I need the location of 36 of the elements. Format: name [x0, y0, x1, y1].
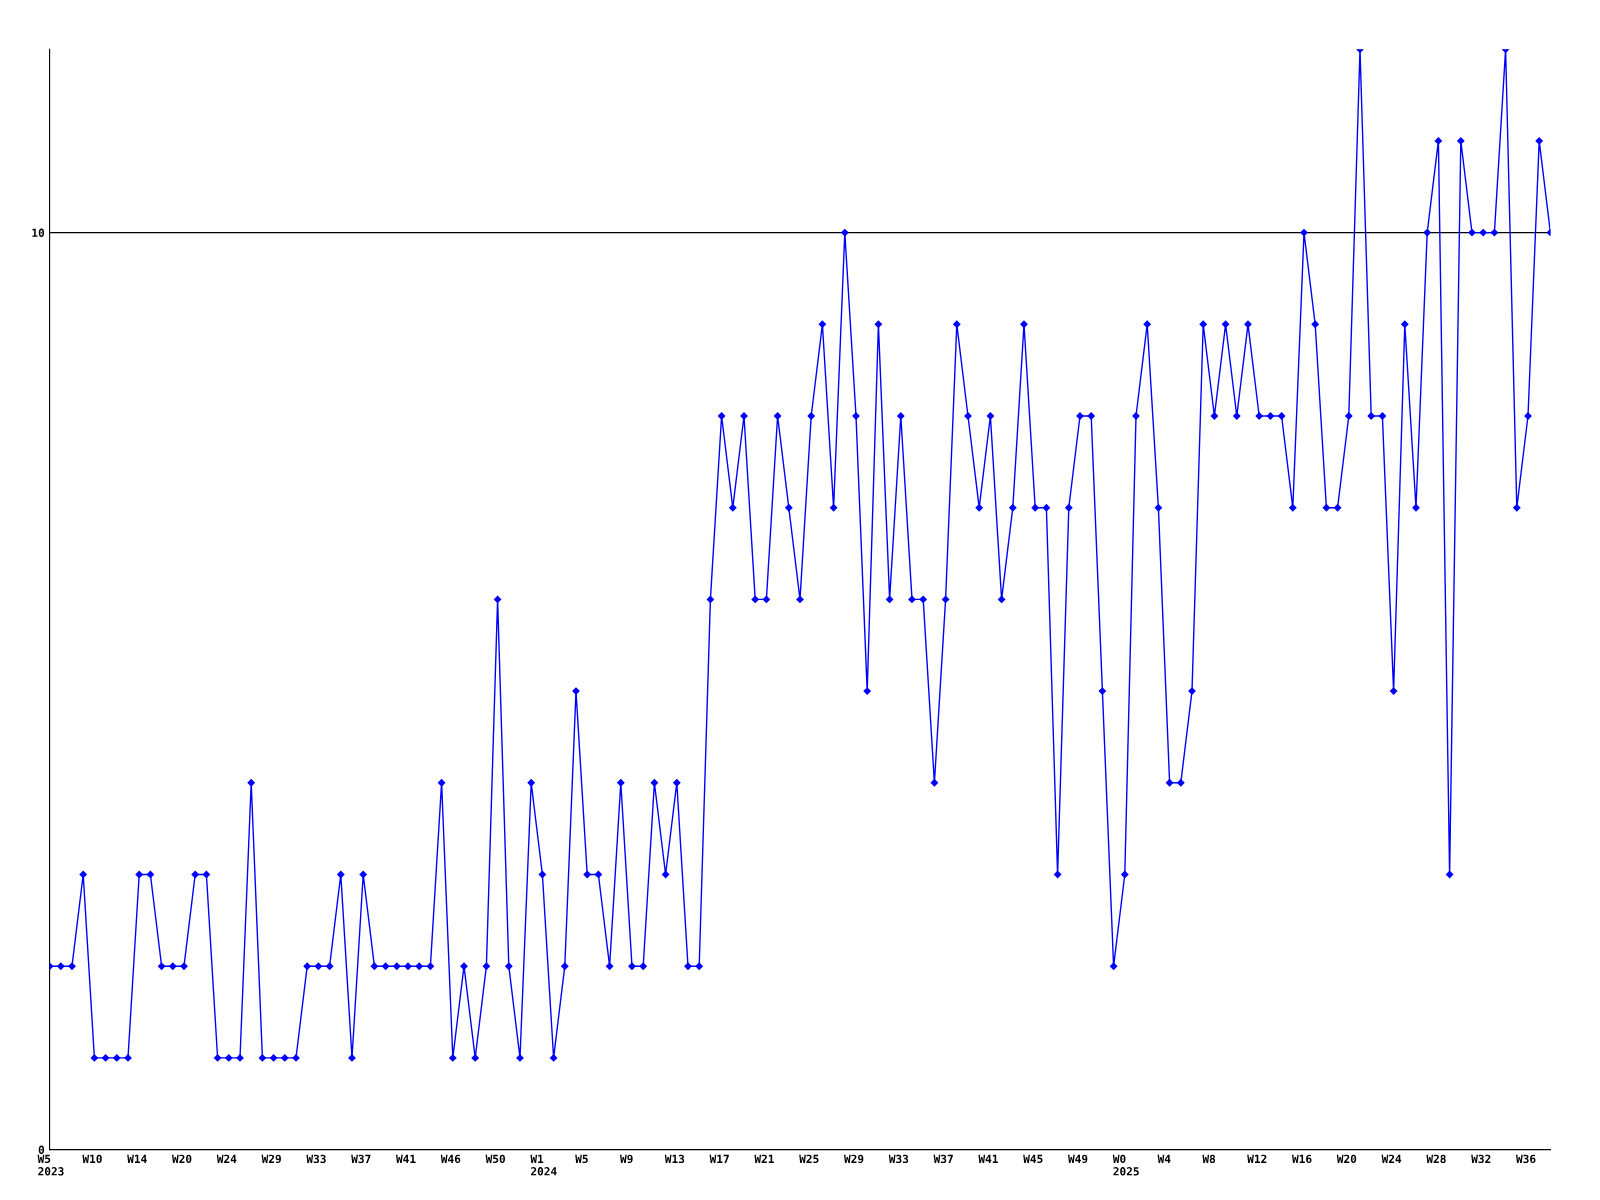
- x-tick-label: W24: [216, 1154, 237, 1163]
- x-tick-label: W33: [888, 1154, 909, 1164]
- x-tick-label: W33: [306, 1154, 326, 1164]
- x-tick-label: W29: [844, 1154, 864, 1164]
- x-tick-label: W36: [1516, 1154, 1536, 1164]
- x-tick-label: W9: [620, 1154, 633, 1164]
- x-tick-label: W28: [1426, 1154, 1446, 1164]
- x-tick-label: W5: [575, 1154, 588, 1164]
- x-tick-label: W50: [485, 1154, 505, 1164]
- x-tick-label: W20: [1336, 1154, 1357, 1164]
- x-tick-label: W16: [1292, 1154, 1312, 1164]
- x-tick-label: W37: [351, 1154, 371, 1164]
- x-tick-label: W1 2024: [530, 1154, 557, 1176]
- x-tick-label: W46: [440, 1154, 461, 1164]
- x-tick-label: W25: [799, 1154, 819, 1164]
- x-tick-label: W41: [978, 1154, 998, 1163]
- x-tick-label: W13: [664, 1154, 685, 1164]
- x-tick-label: W29: [261, 1154, 281, 1164]
- x-tick-label: W49: [1068, 1154, 1088, 1164]
- x-tick-label: W41: [396, 1154, 416, 1163]
- x-tick-label: W12: [1247, 1154, 1267, 1163]
- x-tick-label: W20: [172, 1154, 192, 1164]
- y-tick-label: 0: [38, 1145, 45, 1154]
- x-tick-label: W0 2025: [1112, 1154, 1139, 1176]
- x-tick-label: W4: [1157, 1154, 1171, 1163]
- x-tick-label: W45: [1023, 1154, 1043, 1164]
- x-tick-label: W24: [1381, 1154, 1402, 1163]
- x-tick-label: W32: [1471, 1154, 1491, 1164]
- x-tick-label: W37: [933, 1154, 953, 1164]
- x-tick-label: W5 2023: [37, 1154, 64, 1176]
- x-tick-label: W10: [82, 1154, 102, 1164]
- x-tick-label: W8: [1202, 1154, 1216, 1164]
- x-tick-label: W14: [127, 1154, 147, 1163]
- x-tick-label: W21: [754, 1154, 774, 1163]
- y-tick-label: 10: [32, 228, 45, 237]
- x-tick-label: W17: [709, 1154, 729, 1163]
